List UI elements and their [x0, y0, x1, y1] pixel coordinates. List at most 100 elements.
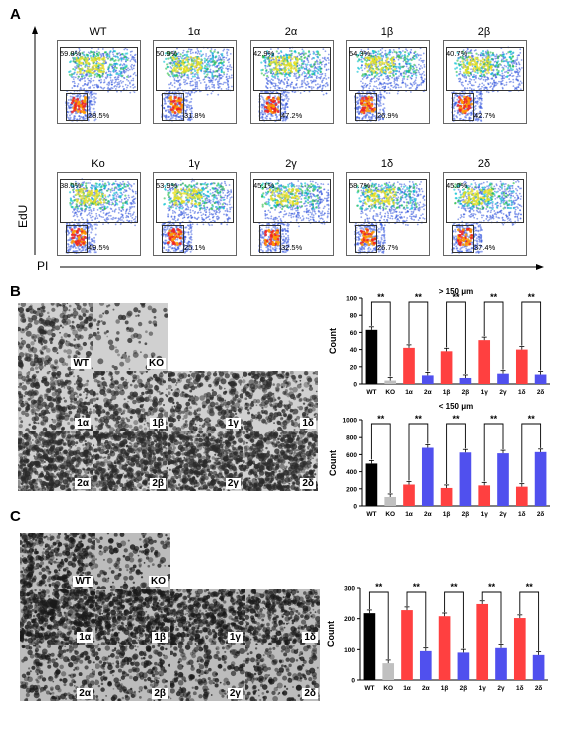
s-phase-gate: [156, 179, 234, 223]
lower-gate-percent: 31.8%: [184, 111, 206, 120]
edu-axis-label: EdU: [16, 204, 30, 228]
x-tick-label: 2β: [460, 685, 468, 692]
g1-gate: [259, 93, 281, 121]
flow-plot: 45.1% 32.5%: [250, 172, 334, 256]
flow-plot: 40.7% 42.7%: [443, 40, 527, 124]
flow-density: [354, 47, 426, 122]
micrograph-label: 2γ: [225, 478, 241, 489]
micrograph: 1β: [93, 371, 168, 431]
x-tick-label: 1δ: [518, 511, 526, 518]
bar: [440, 351, 453, 384]
flow-plot-title: 2β: [477, 26, 491, 38]
upper-gate-percent: 50.9%: [156, 49, 178, 58]
x-tick-label: 1γ: [481, 511, 489, 518]
micrograph: 1α: [18, 371, 93, 431]
micrograph-texture: [93, 303, 168, 371]
bar: [403, 484, 415, 506]
bar: [382, 663, 395, 680]
bar: [365, 329, 378, 384]
micrograph: 2β: [95, 645, 170, 701]
x-tick-label: WT: [366, 511, 376, 518]
bar: [495, 647, 507, 680]
s-phase-gate: [446, 47, 524, 91]
upper-gate-percent: 58.7%: [349, 181, 371, 190]
x-tick-label: 1β: [443, 511, 451, 518]
x-tick-label: WT: [366, 389, 376, 396]
micrograph: 2γ: [168, 431, 243, 491]
micrograph-label: 2α: [77, 688, 93, 699]
micrograph-label: 1α: [77, 632, 93, 643]
bar: [384, 380, 397, 384]
significance-marker: **: [377, 414, 385, 424]
bar: [497, 373, 509, 384]
bar-chart-large-colonies: > 150 μm Count 0 20 40 60 80 100 WT KO 1α 2α 1β 2β 1γ 2…: [328, 287, 550, 396]
micrograph: 1α: [20, 589, 95, 645]
micrograph: 2γ: [170, 645, 245, 701]
micrograph: 1δ: [243, 371, 318, 431]
significance-bracket: [483, 423, 504, 482]
micrograph: KO: [95, 533, 170, 589]
micrograph-label: 1β: [150, 418, 166, 429]
significance-bracket: [483, 301, 504, 370]
x-tick-label: 2δ: [535, 685, 543, 692]
g1-gate: [162, 225, 184, 253]
s-phase-gate: [253, 179, 331, 223]
flow-plot-title: 2δ: [477, 158, 491, 170]
bar: [534, 451, 547, 506]
micrograph-label: 2β: [150, 478, 166, 489]
panel-letter-a: A: [10, 6, 21, 23]
y-tick-label: 40: [350, 347, 358, 354]
panel-letter-b: B: [10, 283, 21, 300]
micrograph: 1β: [95, 589, 170, 645]
micrograph-texture: [170, 645, 245, 701]
significance-bracket: [521, 301, 542, 371]
g1-gate: [259, 225, 281, 253]
x-tick-label: 2α: [424, 511, 432, 518]
micrograph-label: 2δ: [302, 688, 318, 699]
significance-marker: **: [528, 292, 536, 302]
y-tick-label: 0: [353, 382, 357, 389]
bar: [532, 654, 545, 680]
significance-marker: **: [415, 292, 423, 302]
chart-title: < 150 μm: [439, 402, 473, 411]
x-tick-label: 1α: [405, 511, 413, 518]
y-tick-label: 20: [350, 364, 358, 371]
x-tick-label: 1α: [403, 685, 411, 692]
y-tick-label: 300: [344, 586, 355, 593]
g1-gate: [66, 225, 88, 253]
significance-marker: **: [450, 582, 458, 592]
flow-plot-title: 1δ: [380, 158, 394, 170]
flow-plot: 54.3% 26.9%: [346, 40, 430, 124]
y-tick-label: 1000: [343, 418, 358, 425]
x-tick-label: 2α: [424, 389, 432, 396]
bar: [438, 616, 451, 680]
flow-plot-title: 1β: [380, 26, 394, 38]
significance-marker: **: [526, 582, 534, 592]
y-tick-label: 100: [344, 647, 355, 654]
y-tick-label: 400: [346, 469, 357, 476]
lower-gate-percent: 25.1%: [184, 243, 206, 252]
y-tick-label: 200: [346, 486, 357, 493]
flow-density: [258, 178, 330, 254]
s-phase-gate: [156, 47, 234, 91]
significance-marker: **: [413, 582, 421, 592]
lower-gate-percent: 42.7%: [474, 111, 496, 120]
bar: [459, 452, 472, 506]
pi-axis-label: PI: [37, 259, 49, 273]
y-tick-label: 600: [346, 452, 357, 459]
significance-marker: **: [452, 292, 460, 302]
significance-marker: **: [488, 582, 496, 592]
bar: [476, 603, 489, 680]
s-phase-gate: [349, 179, 427, 223]
significance-marker: **: [452, 414, 460, 424]
lower-gate-percent: 26.9%: [377, 111, 399, 120]
lower-gate-percent: 28.5%: [88, 111, 110, 120]
bar: [478, 485, 491, 506]
micrograph-label: 1α: [75, 418, 91, 429]
flow-plot: 38.0% 49.5%: [57, 172, 141, 256]
micrograph-texture: [20, 533, 95, 589]
y-axis-label: Count: [328, 450, 338, 476]
bar: [421, 375, 434, 384]
flow-plot-title: 1γ: [188, 158, 200, 170]
micrograph: 2δ: [245, 645, 320, 701]
